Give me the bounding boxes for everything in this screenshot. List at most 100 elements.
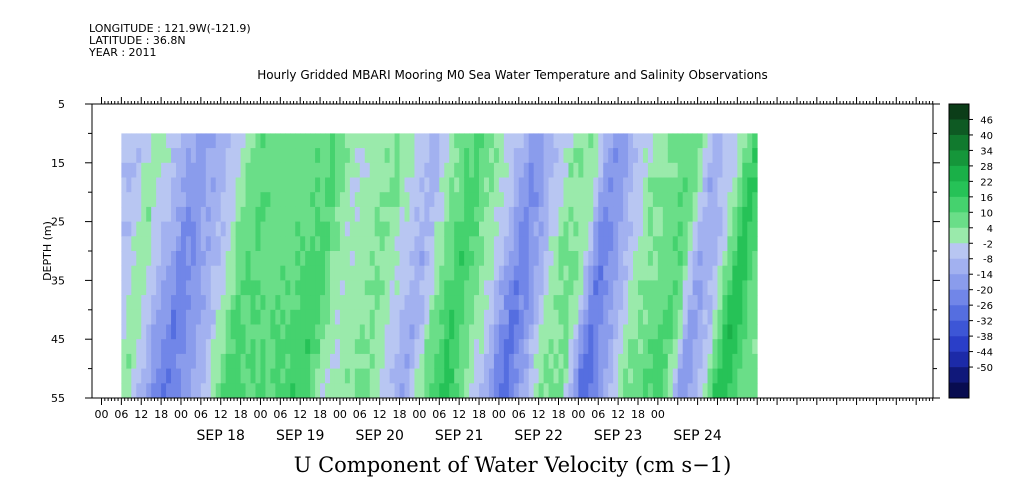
heatmap-cell — [642, 353, 649, 369]
heatmap-cell — [444, 162, 450, 178]
colorbar-swatch — [949, 165, 969, 182]
heatmap-cell — [339, 368, 346, 384]
heatmap-cell — [647, 324, 654, 340]
x-day-label: SEP 19 — [276, 428, 324, 444]
heatmap-cell — [747, 309, 753, 325]
heatmap-cell — [141, 221, 147, 237]
heatmap-cell — [225, 324, 232, 340]
heatmap-cell — [553, 353, 559, 369]
heatmap-cell — [136, 339, 142, 355]
heatmap-cell — [320, 206, 326, 222]
heatmap-cell — [737, 148, 743, 164]
heatmap-cell — [752, 324, 758, 340]
heatmap-cell — [613, 148, 619, 164]
heatmap-cell — [722, 192, 728, 208]
heatmap-cell — [613, 251, 619, 267]
heatmap-cell — [603, 280, 609, 296]
heatmap-cell — [573, 295, 579, 311]
heatmap-cell — [613, 221, 619, 237]
heatmap-cell — [603, 148, 609, 164]
heatmap-cell — [469, 265, 475, 281]
heatmap-cell — [171, 383, 177, 399]
heatmap-cell — [325, 339, 331, 355]
heatmap-cell — [131, 324, 137, 340]
heatmap-cell — [434, 236, 440, 252]
heatmap-cell — [488, 265, 495, 281]
heatmap-cell — [588, 221, 594, 237]
heatmap-cell — [628, 133, 634, 149]
heatmap-cell — [553, 383, 559, 399]
heatmap-cell — [642, 192, 649, 208]
heatmap-cell — [404, 368, 410, 384]
heatmap-cell — [280, 133, 286, 149]
heatmap-cell — [151, 309, 157, 325]
heatmap-cell — [593, 148, 599, 164]
heatmap-cell — [628, 324, 634, 340]
heatmap-cell — [682, 295, 689, 311]
heatmap-cell — [374, 265, 381, 281]
heatmap-cell — [176, 295, 182, 311]
x-hour-tick-label: 12 — [134, 408, 148, 421]
heatmap-cell — [424, 177, 430, 193]
heatmap-cell — [190, 177, 197, 193]
heatmap-cell — [742, 236, 748, 252]
heatmap-cell — [628, 177, 634, 193]
heatmap-cell — [374, 148, 381, 164]
heatmap-cell — [424, 148, 430, 164]
heatmap-cell — [394, 353, 400, 369]
heatmap-cell — [722, 324, 728, 340]
heatmap-cell — [171, 236, 177, 252]
heatmap-cell — [379, 133, 386, 149]
heatmap-cell — [419, 353, 425, 369]
heatmap-cell — [548, 192, 554, 208]
heatmap-cell — [742, 251, 748, 267]
heatmap-cell — [265, 251, 271, 267]
heatmap-cell — [603, 295, 609, 311]
heatmap-cell — [479, 265, 485, 281]
heatmap-cell — [146, 177, 152, 193]
heatmap-cell — [300, 368, 306, 384]
heatmap-cell — [290, 133, 296, 149]
heatmap-cell — [548, 162, 554, 178]
heatmap-cell — [270, 280, 276, 296]
heatmap-cell — [677, 368, 684, 384]
heatmap-cell — [349, 309, 356, 325]
heatmap-cell — [652, 236, 659, 252]
heatmap-cell — [121, 133, 127, 149]
heatmap-cell — [647, 192, 654, 208]
colorbar-label: -20 — [977, 286, 993, 297]
heatmap-cell — [558, 251, 564, 267]
heatmap-cell — [523, 309, 530, 325]
colorbar-label: -44 — [977, 348, 993, 359]
heatmap-cell — [300, 309, 306, 325]
heatmap-cell — [732, 177, 738, 193]
heatmap-cell — [667, 192, 674, 208]
heatmap-cell — [195, 177, 202, 193]
heatmap-cell — [185, 265, 192, 281]
heatmap-cell — [707, 309, 713, 325]
heatmap-cell — [553, 148, 559, 164]
heatmap-cell — [344, 221, 351, 237]
heatmap-cell — [260, 383, 266, 399]
heatmap-cell — [538, 221, 545, 237]
heatmap-cell — [647, 309, 654, 325]
heatmap-cell — [488, 368, 495, 384]
heatmap-cell — [171, 339, 177, 355]
x-hour-tick-label: 18 — [631, 408, 645, 421]
heatmap-cell — [240, 309, 246, 325]
x-hour-tick-label: 00 — [492, 408, 506, 421]
heatmap-cell — [538, 236, 545, 252]
heatmap-cell — [185, 251, 192, 267]
x-hour-tick-label: 06 — [591, 408, 605, 421]
heatmap-cell — [533, 221, 540, 237]
heatmap-cell — [692, 148, 698, 164]
heatmap-cell — [136, 324, 142, 340]
heatmap-cell — [474, 133, 480, 149]
heatmap-cell — [469, 324, 475, 340]
heatmap-cell — [171, 251, 177, 267]
heatmap-cell — [245, 265, 251, 281]
heatmap-cell — [225, 309, 232, 325]
heatmap-cell — [652, 221, 659, 237]
heatmap-cell — [573, 148, 579, 164]
heatmap-cell — [633, 309, 639, 325]
